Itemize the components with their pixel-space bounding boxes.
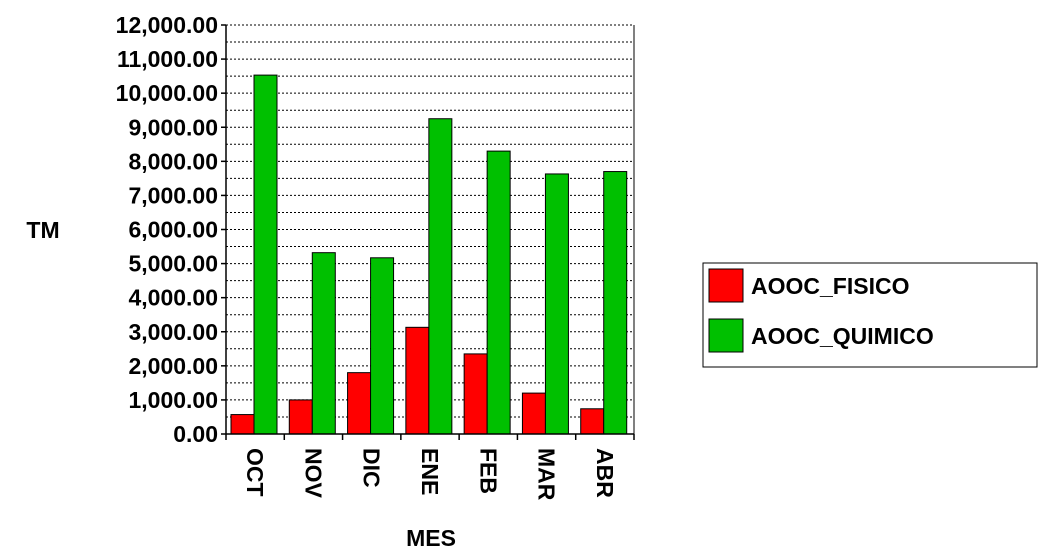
- x-tick-label: ENE: [417, 448, 443, 495]
- x-tick-label: DIC: [359, 448, 385, 488]
- legend-swatch: [708, 268, 744, 303]
- y-tick-label: 10,000.00: [116, 80, 218, 106]
- y-tick-label: 5,000.00: [128, 251, 218, 277]
- y-tick-label: 0.00: [173, 421, 218, 447]
- bar-aooc-fisico-mar: [521, 392, 546, 435]
- y-tick-labels: 0.00 1,000.00 2,000.00 3,000.00 4,000.00 5,00…: [116, 12, 218, 447]
- bar-aooc-fisico-ene: [405, 326, 430, 435]
- y-tick-label: 12,000.00: [116, 12, 218, 38]
- x-tick-label: OCT: [242, 448, 268, 497]
- legend-box: [702, 262, 1038, 368]
- legend: AOOC_FISICO AOOC_QUIMICO: [702, 262, 1038, 368]
- bar-aooc-quimico-feb: [486, 150, 511, 435]
- x-axis-title: MES: [406, 525, 456, 550]
- x-tick-labels: OCT NOV DIC ENE FEB MAR ABR: [242, 448, 618, 501]
- y-axis-title: TM: [26, 217, 59, 243]
- bar-aooc-fisico-nov: [288, 399, 313, 435]
- y-tick-label: 1,000.00: [128, 387, 218, 413]
- bar-aooc-quimico-nov: [311, 252, 336, 435]
- x-tick-label: MAR: [534, 448, 560, 501]
- bar-aooc-quimico-dic: [370, 257, 395, 435]
- x-tick-label: ABR: [592, 448, 618, 498]
- y-tick-label: 9,000.00: [128, 114, 218, 140]
- y-tick-label: 6,000.00: [128, 217, 218, 243]
- bar-aooc-quimico-ene: [428, 118, 453, 435]
- bar-aooc-quimico-abr: [603, 171, 628, 435]
- legend-label: AOOC_QUIMICO: [751, 323, 934, 349]
- legend-label: AOOC_FISICO: [751, 273, 909, 299]
- y-tick-label: 2,000.00: [128, 353, 218, 379]
- x-tick-label: FEB: [475, 448, 501, 494]
- legend-swatch: [708, 318, 744, 353]
- bar-aooc-fisico-abr: [580, 408, 605, 435]
- bar-aooc-quimico-oct: [253, 74, 278, 435]
- bars: [230, 74, 628, 435]
- bar-aooc-quimico-mar: [544, 173, 569, 435]
- axes: [221, 24, 635, 440]
- y-tick-label: 8,000.00: [128, 148, 218, 174]
- bar-aooc-fisico-dic: [347, 372, 372, 435]
- bar-aooc-fisico-feb: [463, 353, 488, 435]
- y-tick-label: 3,000.00: [128, 319, 218, 345]
- y-tick-label: 4,000.00: [128, 285, 218, 311]
- y-tick-label: 7,000.00: [128, 182, 218, 208]
- y-tick-label: 11,000.00: [117, 46, 218, 72]
- x-tick-label: NOV: [300, 448, 326, 499]
- bar-aooc-fisico-oct: [230, 414, 255, 435]
